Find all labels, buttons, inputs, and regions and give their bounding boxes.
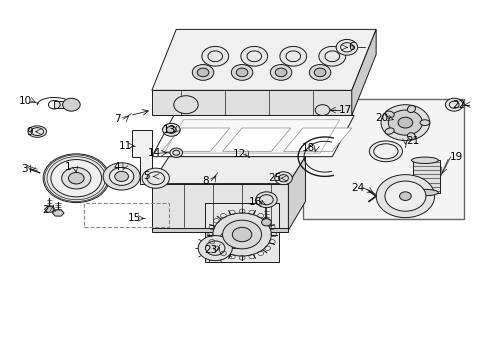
- Circle shape: [166, 126, 176, 134]
- Circle shape: [109, 167, 134, 185]
- Text: 5: 5: [142, 171, 149, 181]
- Ellipse shape: [407, 133, 415, 140]
- Polygon shape: [152, 228, 288, 232]
- Circle shape: [62, 98, 80, 111]
- Circle shape: [445, 98, 462, 111]
- Text: 7: 7: [114, 114, 121, 124]
- Ellipse shape: [202, 46, 228, 66]
- Circle shape: [162, 123, 180, 136]
- Text: 22: 22: [451, 100, 465, 110]
- Ellipse shape: [384, 111, 393, 117]
- Text: 17: 17: [339, 105, 352, 115]
- Bar: [303, 99, 463, 220]
- Text: 21: 21: [405, 136, 419, 145]
- Ellipse shape: [411, 189, 437, 196]
- Text: 24: 24: [350, 183, 364, 193]
- Text: 2: 2: [42, 206, 49, 216]
- Circle shape: [270, 64, 291, 80]
- Circle shape: [197, 68, 208, 77]
- Circle shape: [335, 40, 357, 55]
- Polygon shape: [288, 157, 305, 230]
- Circle shape: [274, 172, 292, 185]
- Ellipse shape: [28, 126, 46, 137]
- Circle shape: [309, 64, 330, 80]
- Text: 8: 8: [202, 176, 208, 186]
- Polygon shape: [152, 30, 375, 90]
- Circle shape: [142, 168, 169, 188]
- Ellipse shape: [368, 141, 402, 162]
- Circle shape: [169, 148, 182, 157]
- Text: 15: 15: [128, 213, 141, 223]
- Text: 25: 25: [267, 173, 281, 183]
- Polygon shape: [222, 128, 290, 151]
- Circle shape: [255, 192, 277, 208]
- Bar: [83, 203, 168, 226]
- Ellipse shape: [419, 120, 429, 126]
- Text: 23: 23: [204, 245, 218, 255]
- Text: 6: 6: [348, 42, 354, 52]
- Circle shape: [103, 163, 140, 190]
- Text: 9: 9: [26, 127, 33, 136]
- Text: 12: 12: [232, 149, 246, 159]
- Circle shape: [384, 181, 425, 211]
- Polygon shape: [44, 207, 54, 212]
- Circle shape: [236, 68, 247, 77]
- Circle shape: [275, 68, 286, 77]
- Text: 16: 16: [248, 197, 261, 207]
- Polygon shape: [132, 130, 152, 184]
- Text: 13: 13: [163, 125, 176, 135]
- Circle shape: [314, 68, 325, 77]
- Polygon shape: [152, 90, 351, 116]
- Polygon shape: [54, 101, 71, 108]
- Polygon shape: [351, 30, 375, 116]
- Circle shape: [315, 105, 329, 116]
- Circle shape: [387, 110, 422, 135]
- Ellipse shape: [373, 144, 397, 159]
- Circle shape: [198, 235, 232, 261]
- Text: 3: 3: [21, 164, 27, 174]
- Text: 10: 10: [19, 96, 32, 106]
- Polygon shape: [283, 128, 351, 151]
- Polygon shape: [412, 160, 439, 193]
- Circle shape: [68, 172, 84, 184]
- Ellipse shape: [407, 105, 415, 113]
- Circle shape: [231, 64, 252, 80]
- Circle shape: [212, 213, 271, 256]
- Circle shape: [61, 167, 91, 189]
- Ellipse shape: [241, 46, 267, 66]
- Polygon shape: [152, 157, 305, 184]
- Text: 4: 4: [113, 162, 120, 172]
- Ellipse shape: [279, 46, 306, 66]
- Polygon shape: [152, 184, 288, 230]
- Ellipse shape: [318, 46, 345, 66]
- Circle shape: [192, 64, 213, 80]
- Circle shape: [222, 220, 261, 249]
- Circle shape: [43, 154, 109, 203]
- Circle shape: [232, 227, 251, 242]
- Circle shape: [399, 192, 410, 201]
- Text: 14: 14: [147, 148, 161, 158]
- Circle shape: [397, 117, 412, 128]
- Text: 18: 18: [302, 143, 315, 153]
- Polygon shape: [205, 203, 278, 262]
- Circle shape: [375, 175, 434, 218]
- Polygon shape: [161, 128, 229, 151]
- Ellipse shape: [384, 128, 393, 134]
- Polygon shape: [52, 210, 64, 216]
- Text: 20: 20: [375, 113, 388, 123]
- Circle shape: [51, 159, 102, 197]
- Circle shape: [261, 219, 271, 226]
- Text: 19: 19: [449, 152, 462, 162]
- Circle shape: [115, 171, 128, 181]
- Text: 1: 1: [64, 162, 71, 172]
- Text: 11: 11: [118, 141, 131, 151]
- Circle shape: [173, 96, 198, 114]
- Polygon shape: [152, 116, 353, 157]
- Ellipse shape: [411, 157, 437, 163]
- Circle shape: [380, 105, 429, 140]
